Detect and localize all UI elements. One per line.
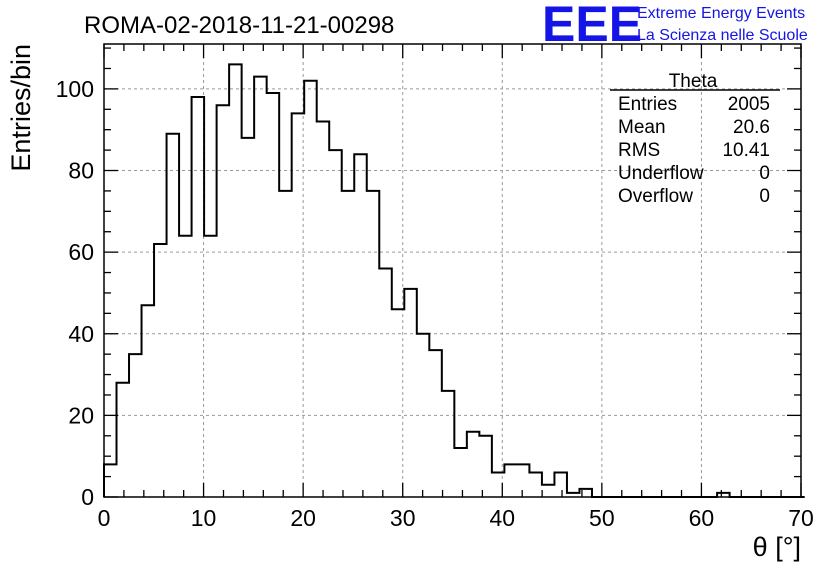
- x-tick-labels: 0 10 20 30 40 50 60 70: [98, 505, 814, 531]
- x-tick-label: 40: [489, 505, 515, 531]
- stats-title: Theta: [669, 71, 718, 92]
- x-tick-label: 10: [191, 505, 217, 531]
- x-tick-label: 60: [689, 505, 715, 531]
- stats-label: Overflow: [618, 186, 693, 207]
- stats-value: 10.41: [722, 140, 770, 161]
- stats-value: 0: [759, 163, 770, 184]
- x-tick-label: 30: [390, 505, 416, 531]
- stats-label: Entries: [618, 94, 677, 115]
- histogram-line: [103, 63, 805, 498]
- y-tick-label: 60: [68, 239, 94, 265]
- y-tick-label: 100: [56, 76, 94, 102]
- logo: EEE Extreme Energy Events La Scienza nel…: [542, 0, 808, 52]
- x-tick-label: 20: [290, 505, 316, 531]
- chart-title: ROMA-02-2018-11-21-00298: [84, 12, 394, 39]
- axis-ticks: [103, 44, 802, 498]
- stats-rows: Entries 2005 Mean 20.6 RMS 10.41 Underflow 0 Ove…: [618, 94, 770, 207]
- y-axis-label: Entries/bin: [6, 44, 36, 172]
- x-axis-label: θ [°]: [753, 532, 801, 562]
- x-tick-label: 0: [98, 505, 111, 531]
- stats-box: Theta Entries 2005 Mean 20.6 RMS 10.41 Underfl…: [610, 71, 780, 207]
- y-tick-label: 40: [68, 321, 94, 347]
- y-tick-label: 80: [68, 158, 94, 184]
- x-tick-label: 50: [589, 505, 615, 531]
- y-tick-labels: 0 20 40 60 80 100: [56, 76, 94, 510]
- y-tick-label: 0: [81, 484, 94, 510]
- y-tick-label: 20: [68, 402, 94, 428]
- stats-label: Mean: [618, 117, 666, 138]
- logo-line-1: Extreme Energy Events: [637, 5, 805, 22]
- stats-label: RMS: [618, 140, 660, 161]
- x-tick-label: 70: [788, 505, 814, 531]
- logo-line-2: La Scienza nelle Scuole: [637, 27, 808, 44]
- stats-value: 20.6: [733, 117, 770, 138]
- stats-value: 2005: [728, 94, 770, 115]
- stats-value: 0: [759, 186, 770, 207]
- stats-label: Underflow: [618, 163, 704, 184]
- grid: [104, 44, 801, 497]
- plot-frame: [103, 43, 802, 498]
